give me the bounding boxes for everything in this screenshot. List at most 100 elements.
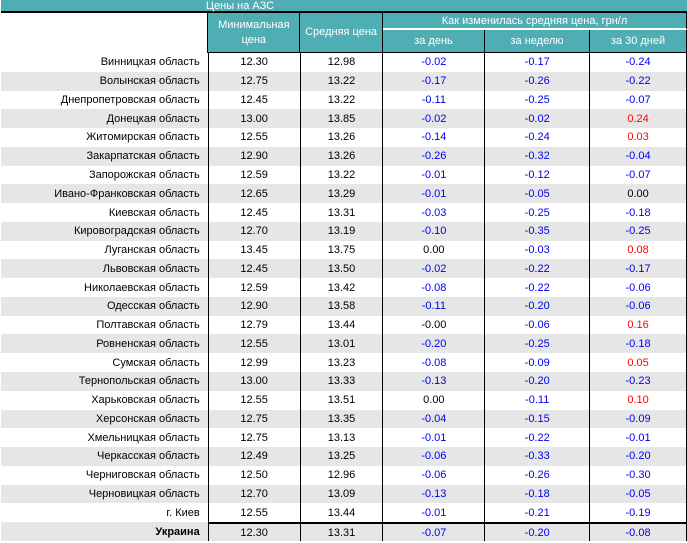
day-change-cell: -0.10 xyxy=(383,221,486,241)
week-change-cell: -0.33 xyxy=(485,447,591,466)
week-change-cell: -0.24 xyxy=(485,128,591,147)
day-change-column-header: за день xyxy=(383,30,485,53)
month-change-cell: -0.06 xyxy=(590,296,687,316)
month-change-cell: 0.03 xyxy=(590,128,687,147)
region-name-cell: Луганская область xyxy=(1,240,209,260)
avg-price-cell: 13.22 xyxy=(301,90,384,110)
week-change-cell: -0.26 xyxy=(485,71,591,91)
min-price-cell: 12.55 xyxy=(209,128,301,147)
table-row: Херсонская область 12.75 13.35 -0.04 -0.15 -0… xyxy=(1,409,687,429)
min-price-cell: 12.75 xyxy=(209,409,301,429)
week-change-cell: -0.25 xyxy=(485,334,591,354)
month-change-cell: 0.08 xyxy=(590,240,687,260)
avg-price-cell: 13.26 xyxy=(301,146,384,166)
day-change-cell: -0.01 xyxy=(383,503,486,523)
region-column-header-spacer xyxy=(1,13,209,53)
table-row: Днепропетровская область 12.45 13.22 -0.11-… xyxy=(1,90,687,110)
min-price-cell: 12.70 xyxy=(209,484,301,504)
month-change-cell: -0.18 xyxy=(590,203,687,222)
min-price-cell: 13.00 xyxy=(209,109,301,129)
region-name-cell: Киевская область xyxy=(1,203,209,222)
week-change-column-header: за неделю xyxy=(485,30,590,53)
region-name-cell: г. Киев xyxy=(1,503,209,523)
min-price-cell: 12.55 xyxy=(209,390,301,410)
month-change-cell: -0.18 xyxy=(590,334,687,354)
min-price-cell: 12.90 xyxy=(209,146,301,166)
avg-price-cell: 13.22 xyxy=(301,71,384,91)
month-change-cell: -0.30 xyxy=(590,465,687,485)
min-price-cell: 12.30 xyxy=(208,522,301,541)
day-change-cell: -0.11 xyxy=(383,296,486,316)
table-row: г. Киев 12.55 13.44 -0.01 -0.21 -0.19 xyxy=(1,503,687,523)
day-change-cell: -0.02 xyxy=(383,53,486,72)
region-name-cell: Кировоградская область xyxy=(1,221,209,241)
table-row: Львовская область 12.45 13.50 -0.02 -0.22 -0.… xyxy=(1,259,687,279)
week-change-cell: -0.21 xyxy=(485,503,591,523)
avg-price-cell: 13.31 xyxy=(300,522,384,541)
day-change-cell: -0.17 xyxy=(383,71,486,91)
region-name-cell: Донецкая область xyxy=(1,109,209,129)
region-name-cell: Сумская область xyxy=(1,353,209,373)
week-change-cell: -0.06 xyxy=(485,315,591,335)
min-price-cell: 12.75 xyxy=(209,428,301,448)
week-change-cell: -0.11 xyxy=(485,390,591,410)
min-price-cell: 12.45 xyxy=(209,259,301,279)
region-name-cell: Закарпатская область xyxy=(1,146,209,166)
day-change-cell: -0.06 xyxy=(383,465,486,485)
day-change-cell: -0.11 xyxy=(383,90,486,110)
region-name-cell: Днепропетровская область xyxy=(1,90,209,110)
avg-price-cell: 13.31 xyxy=(301,203,384,222)
month-change-cell: 0.05 xyxy=(590,353,687,373)
region-name-cell: Черновицкая область xyxy=(1,484,209,504)
table-row: Винницкая область 12.30 12.98 -0.02 -0.17 -0.… xyxy=(1,53,687,72)
price-change-group-header: Как изменилась средняя цена, грн/л xyxy=(383,13,687,30)
day-change-cell: -0.01 xyxy=(383,165,486,185)
avg-price-cell: 13.25 xyxy=(301,447,384,466)
table-body: Винницкая область 12.30 12.98 -0.02 -0.17 -0.… xyxy=(1,53,687,541)
region-name-cell: Николаевская область xyxy=(1,278,209,297)
table-row: Черниговская область 12.50 12.96 -0.06 -0.26… xyxy=(1,465,687,485)
table-row: Житомирская область 12.55 13.26 -0.14 -0.24 0… xyxy=(1,128,687,147)
region-name-cell: Харьковская область xyxy=(1,390,209,410)
month-change-cell: 0.16 xyxy=(590,315,687,335)
week-change-cell: -0.03 xyxy=(485,240,591,260)
week-change-cell: -0.09 xyxy=(485,353,591,373)
avg-price-cell: 13.44 xyxy=(301,315,384,335)
min-price-cell: 12.99 xyxy=(209,353,301,373)
table-header: Минимальная цена Средняя цена Как измени… xyxy=(1,13,687,53)
region-name-cell: Черниговская область xyxy=(1,465,209,485)
month-change-cell: -0.05 xyxy=(590,484,687,504)
month-change-cell: -0.24 xyxy=(590,53,687,72)
month-change-cell: -0.19 xyxy=(590,503,687,523)
region-name-cell: Волынская область xyxy=(1,71,209,91)
min-price-cell: 12.45 xyxy=(209,90,301,110)
region-name-cell: Ивано-Франковская область xyxy=(1,184,209,204)
month-change-column-header: за 30 дней xyxy=(590,30,687,53)
min-price-cell: 12.59 xyxy=(209,278,301,297)
price-change-subheader-row: за день за неделю за 30 дней xyxy=(383,30,687,53)
week-change-cell: -0.17 xyxy=(485,53,591,72)
week-change-cell: -0.35 xyxy=(485,221,591,241)
week-change-cell: -0.02 xyxy=(485,109,591,129)
min-price-cell: 12.90 xyxy=(209,296,301,316)
region-name-cell: Херсонская область xyxy=(1,409,209,429)
min-price-cell: 12.55 xyxy=(209,503,301,523)
month-change-cell: -0.07 xyxy=(590,165,687,185)
table-row: Запорожская область 12.59 13.22 -0.01 -0.12-… xyxy=(1,165,687,185)
week-change-cell: -0.22 xyxy=(485,428,591,448)
avg-price-cell: 12.96 xyxy=(301,465,384,485)
avg-price-cell: 13.09 xyxy=(301,484,384,504)
week-change-cell: -0.25 xyxy=(485,90,591,110)
min-price-cell: 12.45 xyxy=(209,203,301,222)
region-name-cell: Житомирская область xyxy=(1,128,209,147)
day-change-cell: -0.06 xyxy=(383,447,486,466)
week-change-cell: -0.26 xyxy=(485,465,591,485)
avg-price-cell: 13.26 xyxy=(301,128,384,147)
day-change-cell: -0.00 xyxy=(383,315,486,335)
table-row: Ровненская область 12.55 13.01 -0.20 -0.25 -0… xyxy=(1,334,687,354)
month-change-cell: -0.17 xyxy=(590,259,687,279)
min-price-cell: 12.59 xyxy=(209,165,301,185)
table-row: Черновицкая область 12.70 13.09 -0.13 -0.18-… xyxy=(1,484,687,504)
avg-price-cell: 12.98 xyxy=(301,53,384,72)
table-row: Закарпатская область 12.90 13.26 -0.26 -0.32… xyxy=(1,146,687,166)
